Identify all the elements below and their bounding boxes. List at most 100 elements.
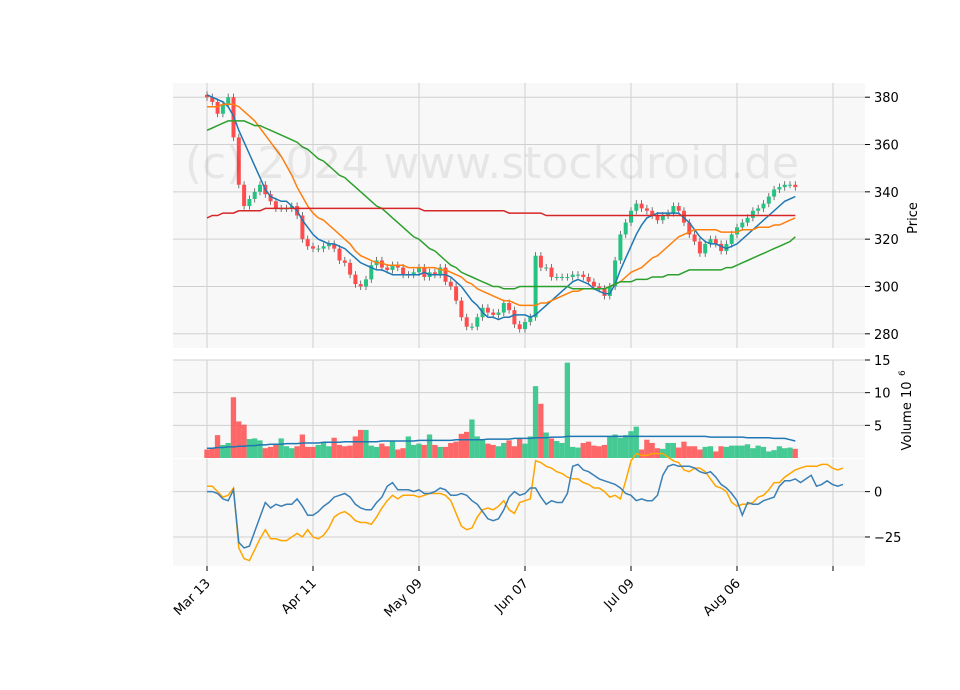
volume-bar: [490, 444, 496, 458]
candle-body: [459, 300, 464, 318]
volume-bar: [638, 449, 645, 458]
price-ytick-label: 380: [874, 91, 899, 106]
candle-body: [660, 215, 665, 221]
volume-bar: [665, 442, 671, 458]
volume-bar: [363, 429, 369, 458]
volume-bar: [236, 421, 242, 458]
volume-bar: [384, 446, 390, 458]
candle-body: [501, 303, 506, 313]
volume-bar: [559, 442, 565, 458]
volume-bar: [697, 449, 703, 458]
volume-bar: [527, 436, 533, 458]
volume-bar: [591, 445, 597, 458]
candle-body: [507, 303, 512, 311]
volume-bar: [538, 403, 544, 458]
candle-body: [719, 243, 724, 251]
volume-bar: [395, 449, 401, 458]
candle-body: [258, 184, 262, 192]
volume-bar: [426, 434, 433, 458]
candle-body: [682, 210, 686, 223]
candle-body: [735, 227, 739, 235]
volume-bar: [554, 441, 560, 458]
volume-bar: [787, 447, 793, 458]
date-tick-label: Apr 11: [279, 576, 320, 617]
candle-body: [724, 243, 729, 251]
volume-bar: [776, 446, 782, 458]
volume-bar: [273, 444, 279, 458]
date-tick-label: May 09: [382, 576, 426, 620]
volume-bar: [633, 426, 639, 458]
volume-bar: [262, 448, 268, 458]
candle-body: [475, 317, 480, 327]
candle-body: [644, 208, 649, 211]
candle-body: [793, 184, 798, 188]
candle-body: [379, 260, 384, 268]
candle-body: [311, 246, 315, 249]
candle-body: [491, 312, 496, 315]
volume-bar: [729, 445, 735, 458]
candle-body: [268, 194, 273, 202]
candle-body: [273, 201, 278, 209]
candle-body: [321, 246, 326, 249]
volume-bar: [400, 448, 406, 458]
candle-body: [432, 272, 437, 275]
volume-bar: [368, 445, 374, 458]
price-ytick-label: 340: [874, 186, 899, 201]
volume-bar: [676, 447, 682, 458]
candle-body: [528, 317, 533, 322]
volume-bar: [469, 419, 475, 458]
candle-body: [517, 324, 522, 330]
svg-text:6: 6: [898, 370, 908, 376]
candle-body: [523, 321, 527, 330]
volume-bar: [347, 445, 353, 458]
volume-bar: [299, 434, 305, 458]
volume-bar: [511, 446, 517, 458]
candle-body: [470, 326, 474, 328]
volume-bar: [336, 444, 343, 458]
volume-bar: [570, 446, 576, 458]
svg-text:Volume 10: Volume 10: [900, 381, 915, 450]
volume-bar: [294, 446, 300, 458]
candle-body: [385, 267, 390, 270]
candle-body: [395, 265, 400, 268]
volume-bar: [686, 446, 692, 458]
volume-bar: [474, 436, 480, 458]
volume-ma-line: [207, 435, 796, 449]
candle-body: [703, 243, 708, 254]
volume-bar: [278, 438, 284, 458]
candle-body: [337, 248, 342, 261]
volume-bar: [718, 446, 724, 458]
volume-bar: [596, 446, 602, 458]
candle-body: [289, 206, 294, 209]
volume-bar: [421, 444, 427, 458]
oscillator-panel-background: [173, 459, 865, 566]
candle-body: [464, 317, 469, 327]
volume-bar: [448, 442, 454, 458]
volume-bar: [458, 433, 464, 458]
candle-body: [215, 101, 220, 114]
volume-bar: [373, 446, 380, 458]
ma-slow-line: [206, 120, 796, 290]
candle-body: [586, 277, 591, 282]
volume-bar: [607, 436, 613, 458]
candle-body: [448, 281, 453, 287]
candle-body: [554, 277, 559, 279]
candle-body: [687, 222, 692, 235]
candle-body: [740, 222, 745, 228]
volume-bar: [564, 362, 570, 458]
price-panel: 280 300 320 340 360 380: [173, 83, 899, 348]
candle-body: [671, 206, 676, 214]
volume-bar: [379, 443, 385, 458]
candle-body: [438, 267, 443, 275]
candle-body: [544, 267, 549, 269]
volume-bar: [442, 446, 449, 458]
candle-body: [364, 279, 368, 287]
date-tick-label: Aug 06: [701, 576, 744, 619]
volume-bar: [267, 446, 274, 458]
candle-body: [342, 260, 347, 263]
volume-bar: [506, 440, 512, 458]
volume-bar: [305, 446, 311, 458]
volume-bar: [220, 444, 226, 458]
candle-body: [650, 210, 655, 216]
